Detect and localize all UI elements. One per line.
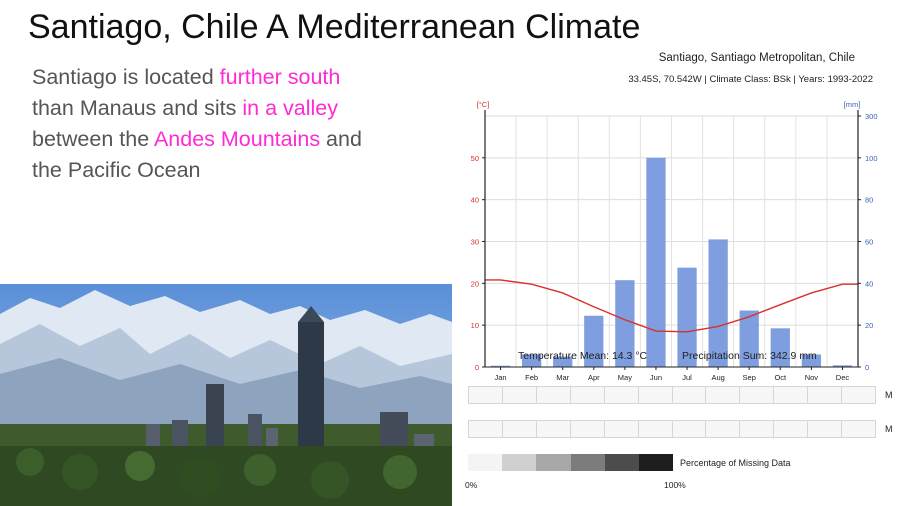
y-tick-label-right: 100 <box>865 154 878 163</box>
precipitation-bar <box>832 365 853 367</box>
precipitation-bar <box>615 280 635 367</box>
highlighted-phrase: in a valley <box>242 96 338 120</box>
x-tick-label: Aug <box>711 373 724 382</box>
precipitation-bar <box>553 356 573 367</box>
missing-data-row-1 <box>468 386 877 404</box>
precipitation-bar <box>646 157 666 367</box>
x-tick-label: Feb <box>525 373 538 382</box>
slide-title: Santiago, Chile A Mediterranean Climate <box>28 8 641 46</box>
climate-chart: 0 10 20 30 40 50 0 20 40 60 80 100 300 [°C] [mm] Jan Feb… <box>471 100 878 382</box>
body-phrase: Santiago is located <box>32 65 220 89</box>
y-tick-label-left: 40 <box>471 196 479 205</box>
x-tick-label: Mar <box>556 373 569 382</box>
precipitation-bar <box>770 328 790 367</box>
legend-shade-swatch <box>570 454 605 471</box>
precipitation-bar <box>739 310 759 367</box>
pct-min: 0% <box>465 480 478 490</box>
x-tick-label: Apr <box>588 373 600 382</box>
y-tick-label-right: 40 <box>865 279 873 288</box>
precipitation-bar <box>677 267 697 367</box>
legend-shade-swatch <box>468 454 503 471</box>
skyline-illustration <box>0 284 452 506</box>
body-phrase: between the <box>32 127 154 151</box>
slide-body-text: Santiago is located further south than M… <box>32 62 372 186</box>
highlighted-phrase: further south <box>219 65 341 89</box>
highlighted-phrase: Andes Mountains <box>153 127 321 151</box>
y-tick-label-left: 30 <box>471 238 479 247</box>
x-tick-label: Dec <box>836 373 850 382</box>
missing-data-legend-label: Percentage of Missing Data <box>680 458 791 468</box>
precipitation-bar <box>521 354 542 367</box>
x-tick-label: Jun <box>650 373 662 382</box>
temperature-mean: Temperature Mean: 14.3 °C <box>518 350 648 362</box>
x-tick-label: Sep <box>743 373 756 382</box>
legend-shade-swatch <box>536 454 571 471</box>
x-tick-label: Nov <box>805 373 819 382</box>
y-axis-label-left: [°C] <box>477 100 490 109</box>
y-tick-label-left: 0 <box>475 363 479 372</box>
y-tick-label-left: 20 <box>471 279 479 288</box>
y-tick-label-right: 80 <box>865 196 873 205</box>
y-tick-label-right: 20 <box>865 321 873 330</box>
y-axis-label-right: [mm] <box>844 100 861 109</box>
y-tick-label-right: 60 <box>865 238 873 247</box>
chart-subtitle: 33.45S, 70.542W | Climate Class: BSk | Y… <box>628 74 873 85</box>
x-tick-label: Oct <box>774 373 787 382</box>
x-tick-label: Jul <box>682 373 692 382</box>
climate-chart-panel: Santiago, Santiago Metropolitan, Chile 3… <box>455 48 900 506</box>
x-tick-label: Jan <box>494 373 506 382</box>
legend-shade-swatch <box>638 454 674 471</box>
y-tick-label-right: 0 <box>865 363 869 372</box>
y-tick-label-right: 300 <box>865 112 878 121</box>
missing-row-1-label: M <box>885 390 893 400</box>
temperature-line <box>485 279 858 333</box>
body-phrase: and the Pacific Ocean <box>32 127 362 182</box>
legend-shade-swatch <box>604 454 639 471</box>
precipitation-sum: Precipitation Sum: 342.9 mm <box>682 350 817 362</box>
santiago-skyline-photo <box>0 284 452 506</box>
legend-shade-swatch <box>502 454 537 471</box>
missing-data-legend <box>468 454 674 471</box>
chart-title: Santiago, Santiago Metropolitan, Chile <box>658 52 855 64</box>
precipitation-bar <box>801 354 822 367</box>
precipitation-bar <box>708 239 728 367</box>
missing-data-row-2 <box>468 420 877 438</box>
pct-max: 100% <box>664 480 686 490</box>
x-tick-label: May <box>618 373 632 382</box>
y-tick-label-left: 10 <box>471 321 479 330</box>
missing-row-2-label: M <box>885 424 893 434</box>
precipitation-bar <box>490 365 511 367</box>
body-phrase: than Manaus and sits <box>32 96 243 120</box>
precipitation-bar <box>584 315 604 367</box>
y-tick-label-left: 50 <box>471 154 479 163</box>
